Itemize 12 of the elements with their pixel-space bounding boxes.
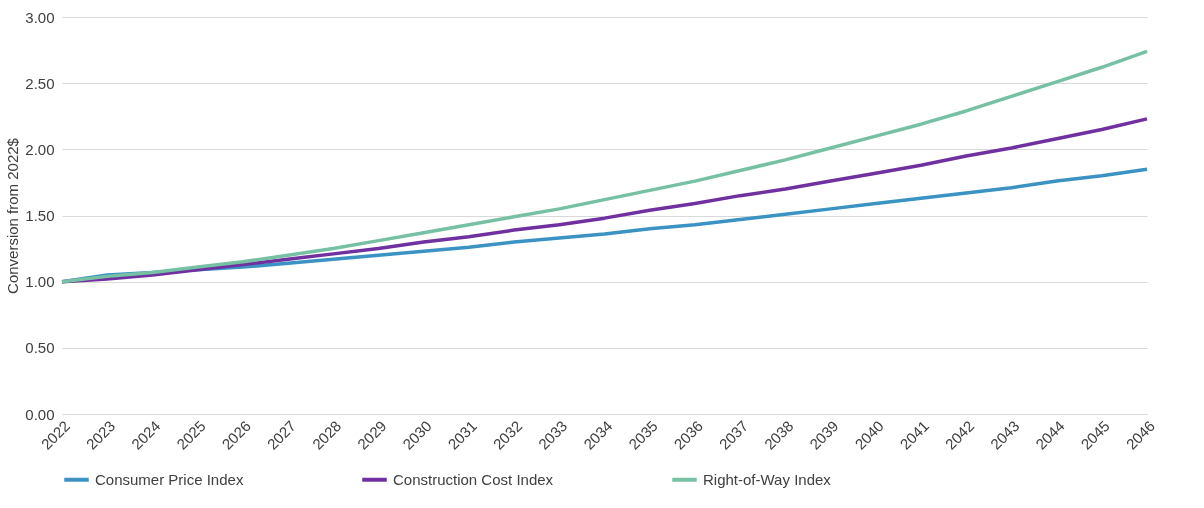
legend-label: Construction Cost Index: [393, 470, 554, 488]
legend-label: Consumer Price Index: [95, 470, 244, 488]
line-series: [60, 49, 1149, 284]
y-tick-label: 0.00: [25, 405, 55, 423]
y-tick-label: 1.00: [25, 273, 55, 291]
y-tick-label: 2.50: [25, 74, 55, 92]
y-axis-title: Conversion from 2022$: [4, 137, 22, 294]
y-tick-label: 1.50: [25, 207, 55, 224]
y-tick-label: 3.00: [25, 8, 55, 26]
y-tick-label: 2.00: [25, 140, 55, 158]
legend-label: Right-of-Way Index: [703, 470, 832, 488]
y-tick-label: 0.50: [25, 339, 55, 357]
